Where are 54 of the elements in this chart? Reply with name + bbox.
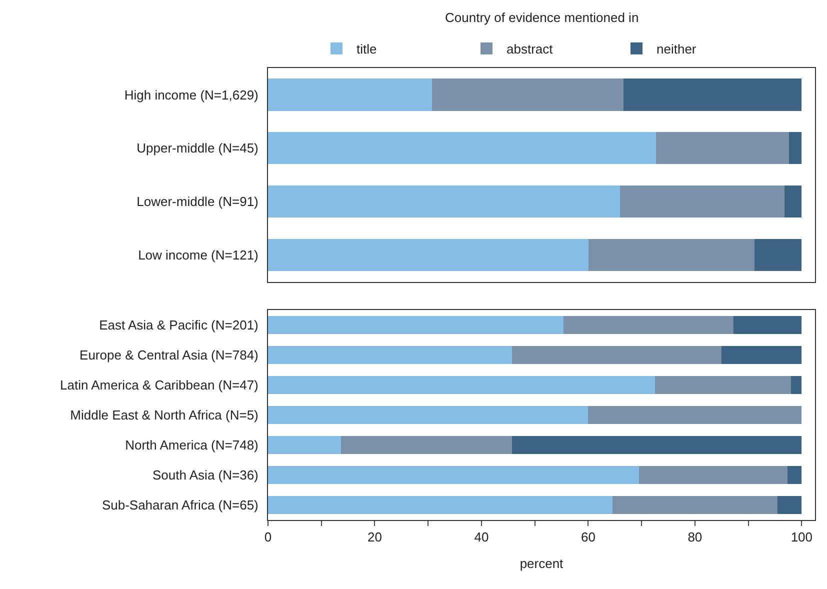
bar	[268, 186, 620, 218]
y-tick-label: Low income (N=121)	[138, 248, 258, 263]
y-tick-label: Lower-middle (N=91)	[136, 194, 258, 210]
bar	[754, 239, 802, 272]
y-tick-label: East Asia & Pacific (N=201)	[99, 317, 258, 332]
bar	[733, 316, 802, 334]
bar	[778, 496, 802, 514]
bar	[784, 186, 802, 218]
bar	[512, 436, 802, 454]
bar	[268, 406, 588, 424]
y-tick-label: Sub-Saharan Africa (N=65)	[102, 498, 258, 513]
bar	[268, 436, 342, 454]
y-tick-label: Latin America & Caribbean (N=47)	[60, 377, 258, 392]
x-tick-label: 60	[580, 530, 596, 545]
y-tick-label: Europe & Central Asia (N=784)	[80, 347, 258, 362]
x-tick-label: 20	[367, 530, 382, 545]
bar	[787, 466, 802, 484]
bar	[268, 376, 655, 394]
y-tick-label: Middle East & North Africa (N=5)	[70, 407, 258, 422]
y-tick-label: North America (N=748)	[125, 437, 258, 452]
bar	[638, 466, 788, 484]
bar	[612, 496, 778, 514]
y-tick-label: South Asia (N=36)	[152, 468, 258, 483]
legend-label: title	[356, 42, 377, 56]
bar	[654, 376, 791, 394]
bar	[268, 316, 564, 334]
bar	[564, 316, 734, 334]
y-tick-label: High income (N=1,629)	[124, 87, 258, 102]
x-tick-label: 40	[474, 530, 489, 545]
bar	[268, 132, 656, 164]
x-tick-label: 0	[264, 530, 272, 545]
bar	[620, 186, 785, 218]
bar	[341, 436, 512, 454]
bar	[656, 132, 789, 164]
bar	[790, 376, 802, 394]
bar	[268, 239, 589, 272]
bar	[588, 406, 802, 424]
x-axis-title: percent	[520, 556, 564, 572]
legend-label: abstract	[506, 42, 554, 56]
legend-title: Country of evidence mentioned in	[445, 10, 639, 25]
bar	[268, 78, 432, 111]
bar	[268, 346, 512, 364]
bar	[432, 78, 624, 111]
bar	[788, 132, 802, 164]
legend-label: neither	[656, 42, 697, 56]
bar	[623, 78, 802, 111]
bar	[722, 346, 802, 364]
x-tick-label: 80	[688, 530, 702, 545]
bar	[588, 239, 755, 272]
bar	[512, 346, 722, 364]
x-tick-label: 100	[790, 530, 813, 545]
bar	[268, 496, 613, 514]
bar	[268, 466, 639, 484]
y-tick-label: Upper-middle (N=45)	[136, 140, 258, 156]
